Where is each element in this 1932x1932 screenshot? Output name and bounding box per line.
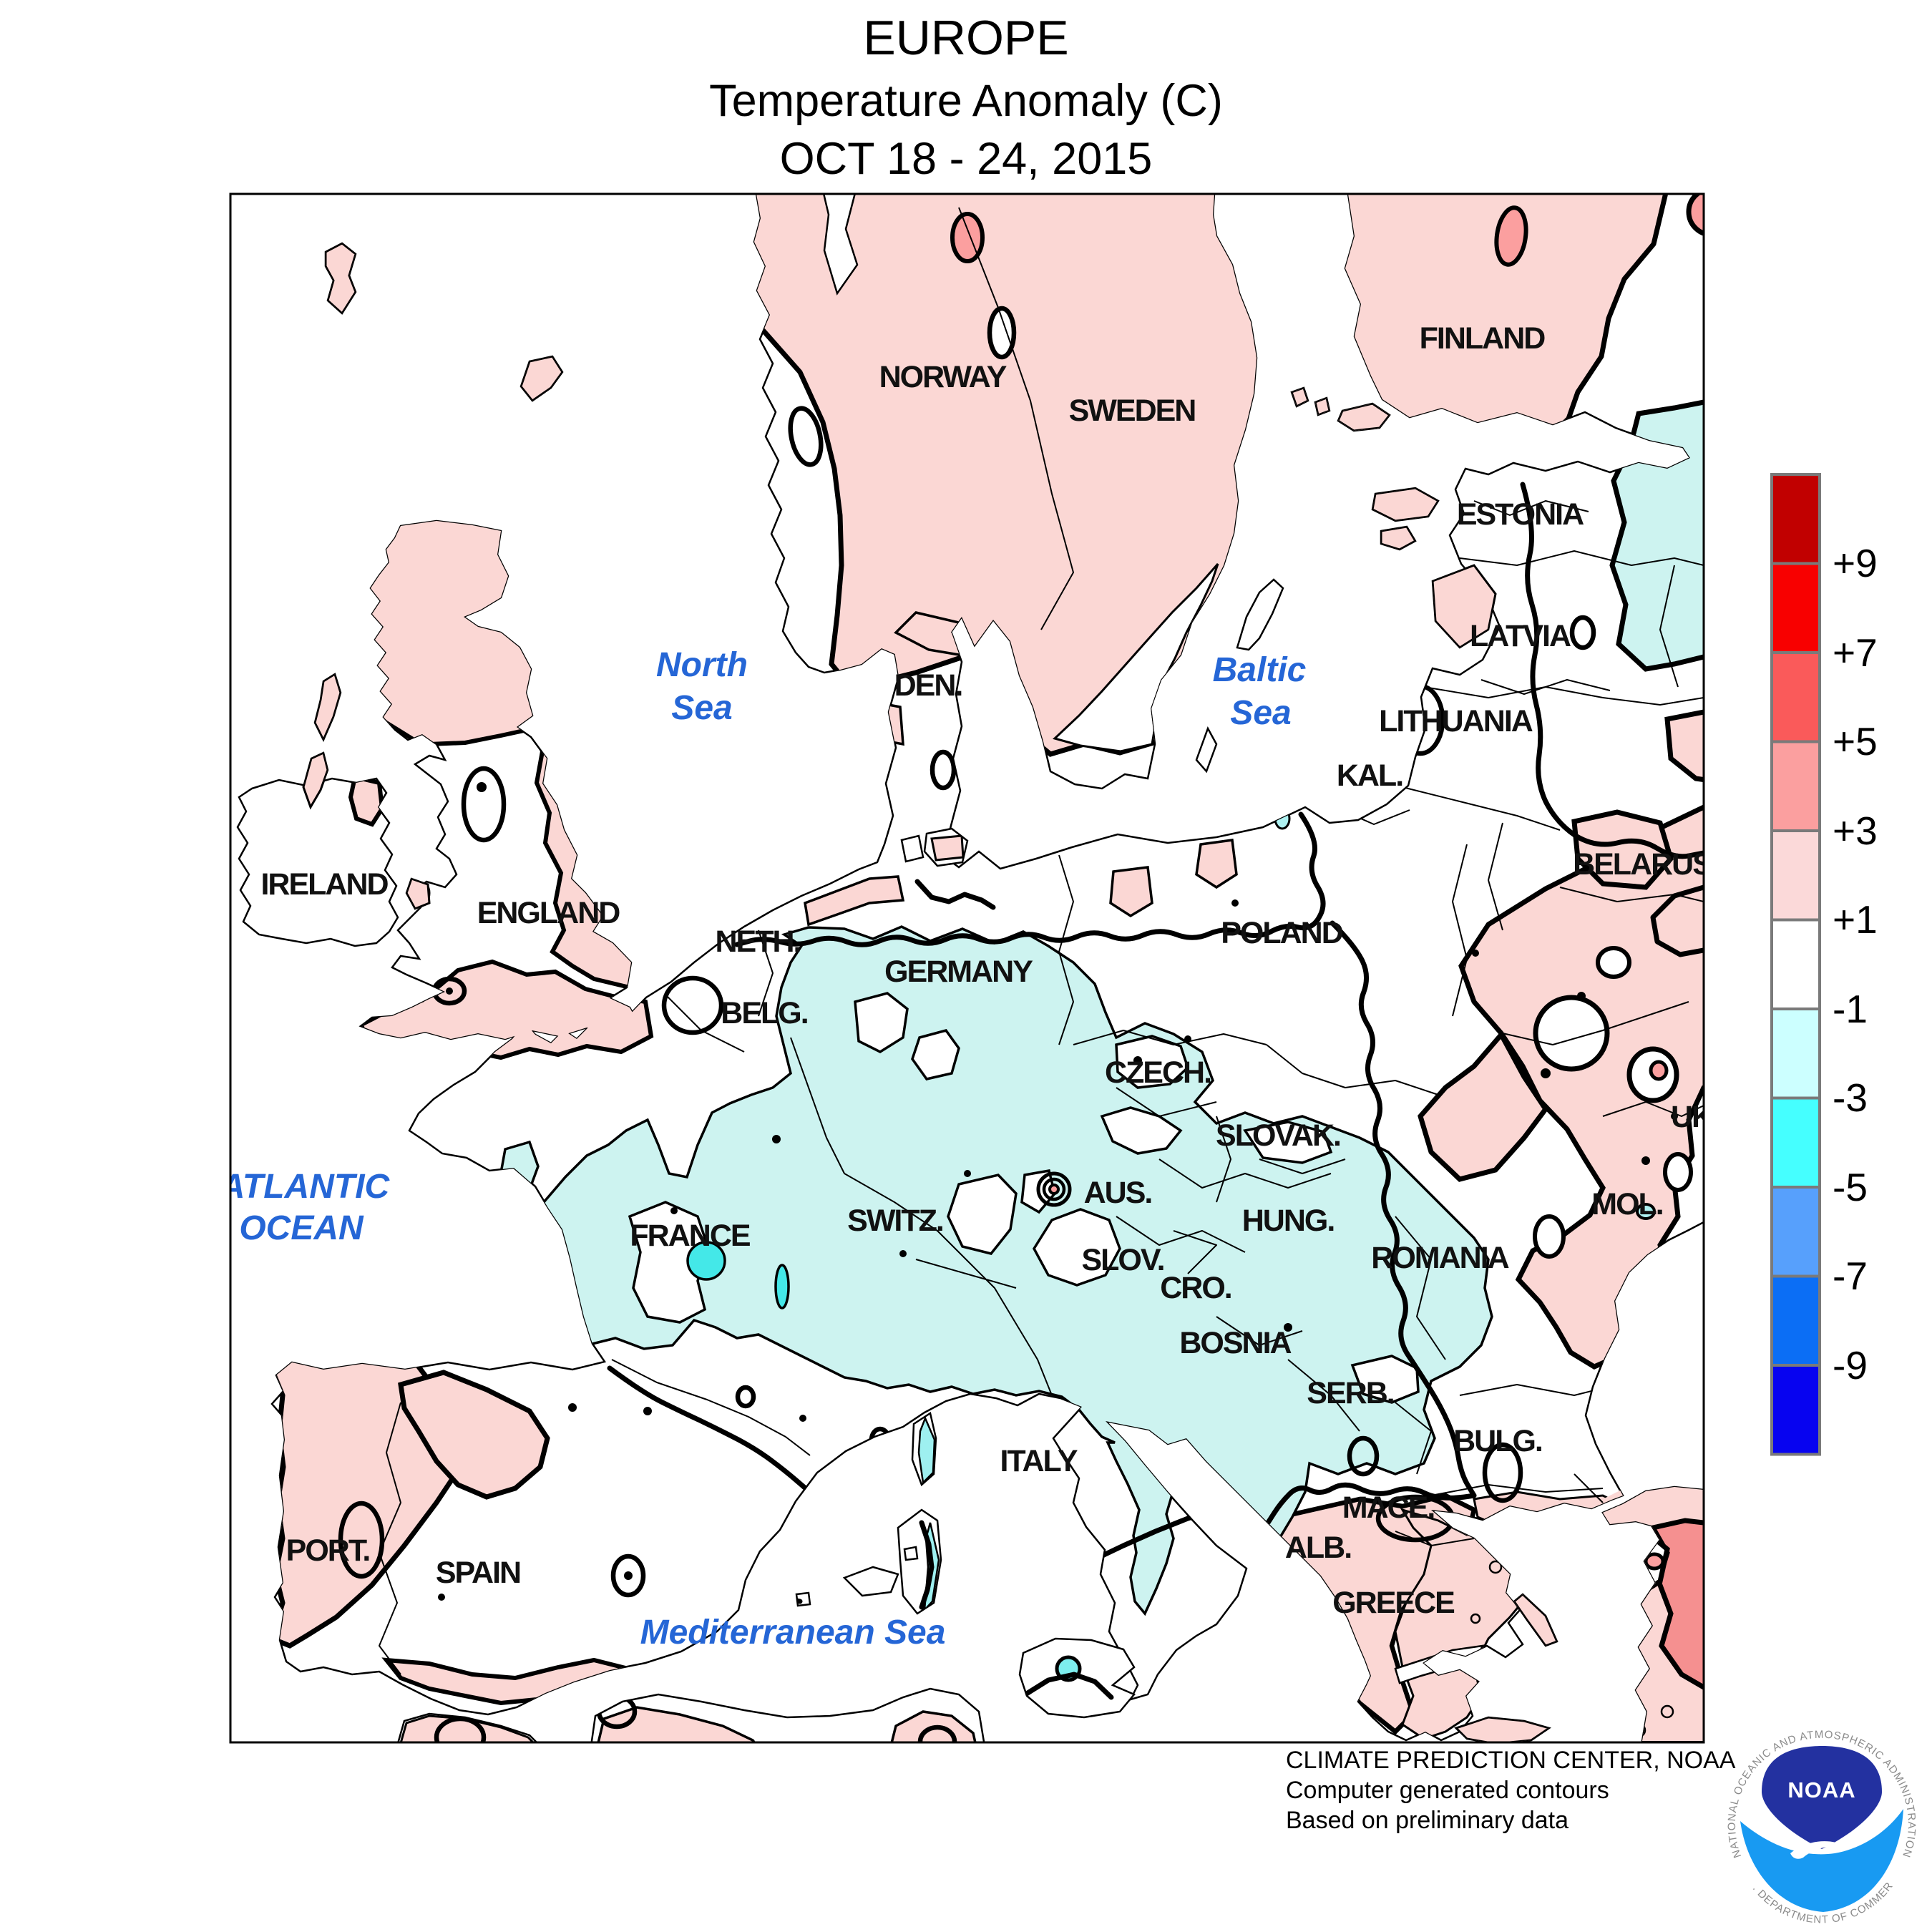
svg-text:Temperature Anomaly (C): Temperature Anomaly (C): [709, 76, 1223, 126]
svg-text:-9: -9: [1833, 1343, 1868, 1387]
svg-text:+9: +9: [1833, 541, 1878, 585]
svg-text:HUNG.: HUNG.: [1242, 1204, 1335, 1238]
svg-text:FINLAND: FINLAND: [1420, 321, 1546, 356]
svg-text:CZECH.: CZECH.: [1105, 1055, 1211, 1090]
svg-text:BELARUS: BELARUS: [1573, 847, 1712, 882]
svg-text:+1: +1: [1833, 897, 1878, 942]
svg-text:SERB.: SERB.: [1307, 1376, 1393, 1410]
svg-text:NETH.: NETH.: [716, 924, 801, 959]
svg-text:-5: -5: [1833, 1165, 1868, 1209]
svg-text:CRO.: CRO.: [1160, 1271, 1231, 1305]
svg-text:CLIMATE PREDICTION CENTER, NOA: CLIMATE PREDICTION CENTER, NOAA: [1286, 1747, 1736, 1774]
svg-text:IRELAND: IRELAND: [260, 867, 388, 902]
svg-text:GERMANY: GERMANY: [884, 955, 1033, 989]
svg-text:NOAA: NOAA: [1787, 1777, 1855, 1802]
svg-text:ROMANIA: ROMANIA: [1371, 1241, 1508, 1275]
svg-text:SLOVAK.: SLOVAK.: [1216, 1118, 1340, 1153]
svg-text:OCEAN: OCEAN: [239, 1209, 364, 1247]
svg-text:POLAND: POLAND: [1221, 916, 1343, 950]
svg-text:Computer generated contours: Computer generated contours: [1286, 1777, 1609, 1804]
svg-text:Baltic: Baltic: [1213, 651, 1307, 689]
svg-text:KAL.: KAL.: [1337, 758, 1402, 793]
svg-text:UKR: UKR: [1671, 1100, 1735, 1134]
svg-text:PORT.: PORT.: [286, 1533, 370, 1568]
svg-text:Sea: Sea: [1230, 694, 1291, 732]
svg-text:SLOV.: SLOV.: [1081, 1243, 1163, 1277]
svg-text:NORWAY: NORWAY: [879, 360, 1007, 394]
svg-text:SWEDEN: SWEDEN: [1069, 394, 1196, 428]
svg-text:SPAIN: SPAIN: [436, 1556, 520, 1590]
svg-text:-3: -3: [1833, 1075, 1868, 1120]
svg-text:ESTONIA: ESTONIA: [1457, 497, 1584, 532]
svg-text:GREECE: GREECE: [1332, 1586, 1454, 1620]
svg-text:Sea: Sea: [671, 689, 732, 727]
svg-text:+7: +7: [1833, 630, 1878, 675]
svg-text:ATLANTIC: ATLANTIC: [220, 1168, 391, 1206]
svg-text:+3: +3: [1833, 809, 1878, 853]
svg-text:ENGLAND: ENGLAND: [477, 896, 620, 930]
svg-text:SWITZ.: SWITZ.: [847, 1204, 943, 1238]
svg-text:MOL.: MOL.: [1591, 1187, 1662, 1221]
svg-text:LATVIA: LATVIA: [1470, 619, 1571, 653]
svg-text:+5: +5: [1833, 719, 1878, 763]
svg-text:EUROPE: EUROPE: [863, 11, 1068, 65]
svg-text:North: North: [656, 646, 748, 684]
svg-text:DEN.: DEN.: [894, 668, 962, 703]
svg-text:MACE.: MACE.: [1342, 1491, 1435, 1525]
svg-text:LITHUANIA: LITHUANIA: [1379, 704, 1533, 738]
svg-text:-1: -1: [1833, 987, 1868, 1031]
svg-text:AUS.: AUS.: [1084, 1176, 1152, 1210]
svg-text:Mediterranean Sea: Mediterranean Sea: [640, 1614, 946, 1652]
svg-text:BULG.: BULG.: [1453, 1424, 1542, 1458]
svg-text:ITALY: ITALY: [1000, 1444, 1077, 1478]
svg-text:-7: -7: [1833, 1254, 1868, 1298]
svg-text:BELG.: BELG.: [721, 996, 807, 1030]
svg-text:OCT 18 - 24, 2015: OCT 18 - 24, 2015: [780, 134, 1153, 184]
svg-text:BOSNIA: BOSNIA: [1179, 1326, 1291, 1360]
svg-text:FRANCE: FRANCE: [630, 1219, 749, 1253]
svg-text:ALB.: ALB.: [1285, 1531, 1351, 1565]
svg-text:Based on preliminary data: Based on preliminary data: [1286, 1807, 1568, 1834]
